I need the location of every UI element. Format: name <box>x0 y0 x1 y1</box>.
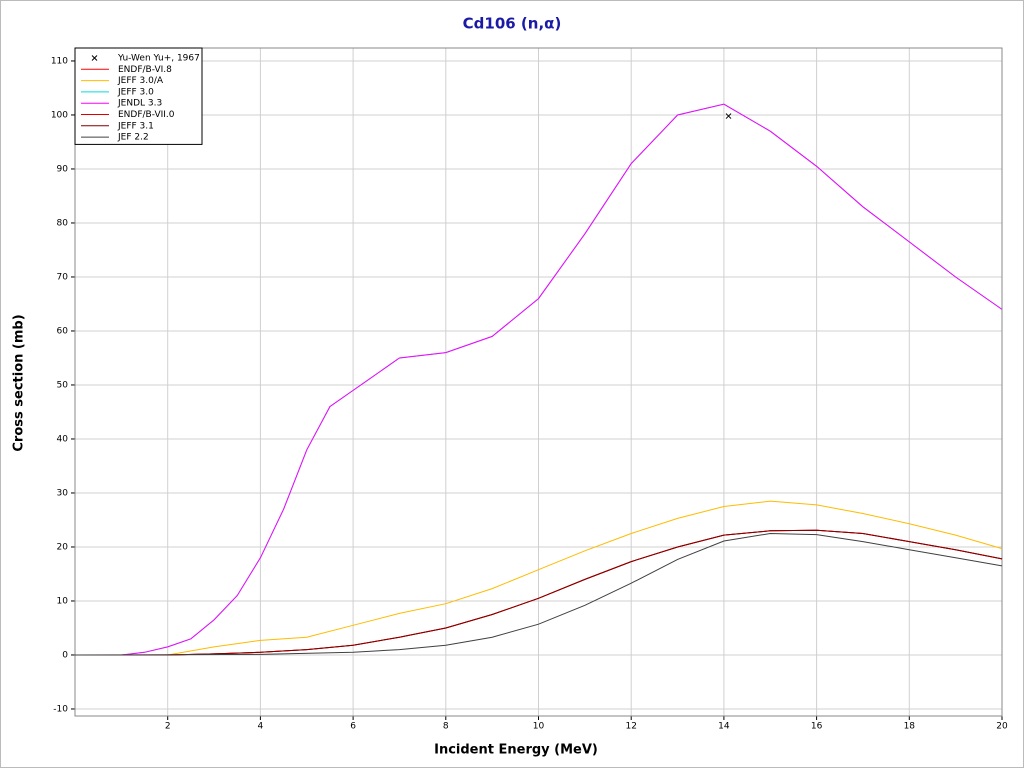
x-tick-label: 2 <box>165 722 171 732</box>
x-tick-label: 6 <box>350 722 356 732</box>
legend-box <box>74 47 203 145</box>
legend-label: JEF 2.2 <box>117 133 149 143</box>
x-tick-label: 20 <box>996 722 1008 732</box>
x-tick-label: 12 <box>625 722 636 732</box>
y-tick-label: 50 <box>57 380 69 390</box>
x-tick-label: 16 <box>811 722 823 732</box>
legend-label: ENDF/B-VI.8 <box>118 65 172 75</box>
x-tick-label: 4 <box>258 722 264 732</box>
legend-label: ENDF/B-VII.0 <box>118 110 175 120</box>
legend-marker <box>91 55 98 61</box>
y-tick-label: 80 <box>57 218 69 228</box>
y-tick-label: 90 <box>57 164 69 174</box>
series-line <box>74 532 1003 656</box>
legend-label: JEFF 3.0 <box>117 87 154 97</box>
x-tick-label: 14 <box>718 722 730 732</box>
legend-label: Yu-Wen Yu+, 1967 <box>117 54 200 64</box>
data-point <box>725 113 732 119</box>
chart-title: Cd106 (n,α) <box>463 15 562 33</box>
y-tick-label: 40 <box>57 434 69 444</box>
y-tick-label: 0 <box>62 650 68 660</box>
y-tick-label: 10 <box>57 596 69 606</box>
x-axis-label: Incident Energy (MeV) <box>434 743 598 758</box>
y-tick-label: 110 <box>51 56 68 66</box>
legend-label: JENDL 3.3 <box>117 99 162 109</box>
x-tick-label: 8 <box>443 722 449 732</box>
y-axis-label: Cross section (mb) <box>12 314 27 451</box>
series-line <box>75 529 1003 656</box>
y-tick-label: 30 <box>57 488 69 498</box>
x-tick-label: 10 <box>533 722 545 732</box>
y-tick-label: 70 <box>57 272 69 282</box>
y-tick-label: -10 <box>53 704 68 714</box>
series-line <box>75 103 1003 656</box>
legend-label: JEFF 3.0/A <box>117 76 164 86</box>
x-tick-label: 18 <box>904 722 916 732</box>
y-tick-label: 20 <box>57 542 69 552</box>
series-line <box>75 500 1003 656</box>
legend-label: JEFF 3.1 <box>117 121 154 131</box>
plot-frame <box>74 47 1003 717</box>
y-tick-label: 100 <box>51 110 68 120</box>
y-tick-label: 60 <box>57 326 69 336</box>
